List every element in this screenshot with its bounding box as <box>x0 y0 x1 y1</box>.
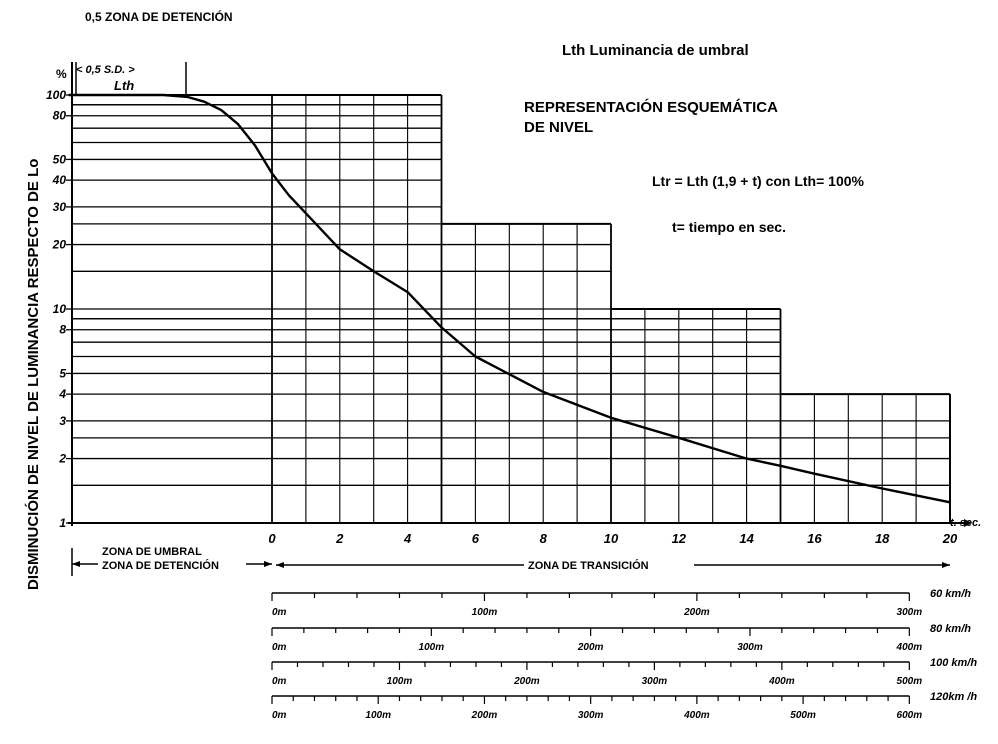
zone-transition-label: ZONA DE TRANSICIÓN <box>528 559 649 572</box>
scale-label: 300m <box>642 676 668 687</box>
scale-label: 500m <box>790 710 816 721</box>
y-tick-label: 8 <box>59 323 66 337</box>
x-axis-arrow <box>964 519 972 527</box>
y-tick-label: 80 <box>53 109 67 123</box>
distance-scale-0: 0m 100m 200m 300m 60 km/h <box>271 588 971 618</box>
curve-line <box>68 93 951 504</box>
scale-label: 200m <box>471 710 498 721</box>
scale-speed: 100 km/h <box>930 657 977 669</box>
y-axis-unit: % <box>56 67 67 81</box>
luminance-curve <box>68 93 951 504</box>
scale-label: 0m <box>272 676 287 687</box>
scale-label: 200m <box>577 642 604 653</box>
distance-scale-2: 0m 100m 200m 300m 400m 500m 100 km/h <box>271 657 977 687</box>
y-tick-label: 20 <box>52 238 67 252</box>
zone-detention-label: ZONA DE DETENCIÓN <box>102 559 219 572</box>
x-tick-label: 20 <box>942 531 958 546</box>
zone-threshold-label: ZONA DE UMBRAL <box>102 546 202 558</box>
axes <box>68 62 972 576</box>
y-tick-label: 2 <box>58 452 66 466</box>
scale-label: 400m <box>683 710 710 721</box>
scale-label: 200m <box>513 676 540 687</box>
scale-label: 300m <box>737 642 763 653</box>
x-tick-label: 4 <box>403 531 412 546</box>
x-tick-label: 0 <box>268 531 276 546</box>
zone-marker: < 0,5 S.D. > <box>76 64 135 76</box>
scale-label: 0m <box>272 642 287 653</box>
x-tick-label: 12 <box>672 531 687 546</box>
zone-arrow-mid-head <box>264 561 272 567</box>
y-tick-label: 3 <box>59 414 66 428</box>
x-tick-label: 18 <box>875 531 890 546</box>
scale-speed: 60 km/h <box>930 588 971 600</box>
distance-scale-3: 0m 100m 200m 300m 400m 500m 600m 120km /h <box>271 691 977 721</box>
x-tick-label: 16 <box>807 531 822 546</box>
y-tick-label: 30 <box>53 200 67 214</box>
y-tick-label: 1 <box>59 516 66 530</box>
y-tick-label: 50 <box>53 152 67 166</box>
scale-label: 500m <box>897 676 923 687</box>
grid <box>72 94 951 524</box>
scale-label: 100m <box>472 607 498 618</box>
x-tick-label: 8 <box>540 531 548 546</box>
time-note: t= tiempo en sec. <box>672 219 786 235</box>
header-note: 0,5 ZONA DE DETENCIÓN <box>85 9 233 24</box>
scale-label: 100m <box>365 710 391 721</box>
subtitle-line-1: REPRESENTACIÓN ESQUEMÁTICA <box>524 98 778 116</box>
y-tick-label: 10 <box>53 302 67 316</box>
scale-label: 300m <box>578 710 604 721</box>
scale-label: 400m <box>768 676 795 687</box>
subtitle-line-2: DE NIVEL <box>524 119 593 136</box>
y-tick-label: 4 <box>58 387 66 401</box>
scale-label: 600m <box>897 710 923 721</box>
scale-speed: 120km /h <box>930 691 977 703</box>
legend-lth: Lth Luminancia de umbral <box>562 42 749 59</box>
x-tick-label: 10 <box>604 531 619 546</box>
scale-label: 0m <box>272 710 287 721</box>
zone-arrow-left-head <box>72 561 80 567</box>
scale-label: 300m <box>897 607 923 618</box>
scale-label: 0m <box>272 607 287 618</box>
transition-arrow-left-head <box>276 562 284 568</box>
lth-label: Lth <box>114 78 134 93</box>
scale-label: 100m <box>387 676 413 687</box>
formula: Ltr = Lth (1,9 + t) con Lth= 100% <box>652 173 865 189</box>
y-tick-label: 40 <box>52 173 67 187</box>
y-tick-label: 100 <box>46 88 66 102</box>
x-tick-label: 2 <box>335 531 344 546</box>
x-tick-label: 6 <box>472 531 480 546</box>
x-tick-label: 14 <box>739 531 754 546</box>
scale-label: 200m <box>683 607 710 618</box>
y-tick-label: 5 <box>59 366 66 380</box>
distance-scales: 0m 100m 200m 300m 60 km/h 0m 100m 200m 300m 400m 8… <box>271 588 977 721</box>
scale-speed: 80 km/h <box>930 623 971 635</box>
transition-arrow-right-head <box>942 562 950 568</box>
scale-label: 100m <box>419 642 445 653</box>
distance-scale-1: 0m 100m 200m 300m 400m 80 km/h <box>271 623 971 653</box>
x-axis-unit: t. sec. <box>950 517 981 529</box>
y-axis-label: DISMINUCIÓN DE NIVEL DE LUMINANCIA RESPE… <box>24 159 42 590</box>
scale-label: 400m <box>896 642 923 653</box>
